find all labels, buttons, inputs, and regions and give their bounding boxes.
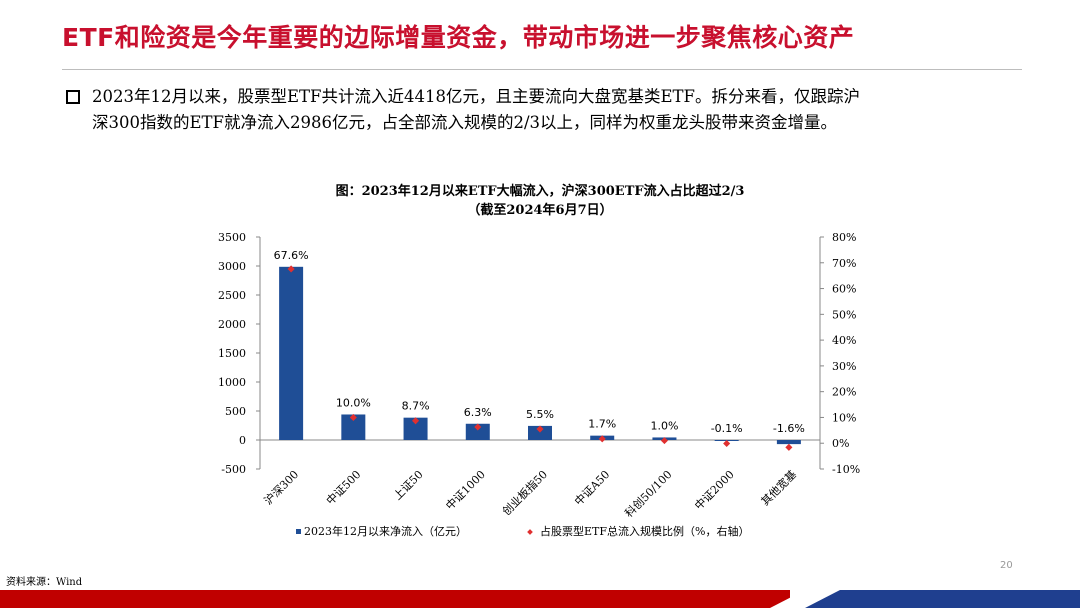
share-label-4: 6.3% (464, 406, 492, 419)
footer-blue-band (790, 590, 1080, 608)
share-label-6: 1.7% (588, 418, 616, 431)
share-label-5: 5.5% (526, 408, 554, 421)
left-tick-label: 2000 (218, 318, 246, 331)
footer-red-band (0, 590, 790, 608)
category-label: 科创50/100 (622, 467, 675, 520)
bullet-line-1: 2023年12月以来，股票型ETF共计流入近4418亿元，且主要流向大盘宽基类E… (92, 87, 860, 106)
left-tick-label: -500 (221, 463, 246, 476)
share-label-9: -1.6% (773, 422, 805, 435)
left-tick-label: 500 (225, 405, 246, 418)
bar-1 (279, 266, 304, 440)
left-tick-label: 1000 (218, 376, 246, 389)
left-tick-label: 1500 (218, 347, 246, 360)
share-marker-8 (723, 439, 731, 448)
right-tick-label: 50% (832, 308, 856, 321)
share-label-7: 1.0% (650, 419, 678, 432)
right-tick-label: 20% (832, 386, 856, 399)
legend-marker-swatch (527, 529, 533, 535)
category-label: 中证1000 (443, 468, 488, 513)
category-label: 其他宽基 (758, 467, 799, 508)
share-marker-5 (536, 425, 544, 433)
bullet-box-icon (66, 90, 80, 104)
left-tick-label: 2500 (218, 289, 246, 302)
right-tick-label: 70% (832, 257, 856, 270)
source-note: 资料来源：Wind (6, 577, 83, 588)
right-tick-label: 10% (832, 411, 856, 424)
right-tick-label: 40% (832, 334, 856, 347)
bar-5 (528, 425, 552, 440)
share-label-2: 10.0% (336, 396, 371, 409)
category-label: 中证2000 (692, 468, 737, 513)
legend-marker-label: 占股票型ETF总流入规模比例（%，右轴） (540, 524, 749, 538)
share-marker-7 (660, 437, 668, 445)
footer-white-stripe (770, 590, 840, 608)
left-tick-label: 0 (239, 434, 246, 447)
category-label: 中证A50 (572, 468, 612, 508)
right-tick-label: 30% (832, 360, 856, 373)
category-label: 沪深300 (261, 467, 301, 507)
bar-9 (776, 440, 801, 445)
share-marker-1 (287, 265, 295, 273)
right-tick-label: 80% (832, 231, 856, 244)
chart-title: 图：2023年12月以来ETF大幅流入，沪深300ETF流入占比超过2/3 (335, 184, 745, 199)
chart-subtitle: （截至2024年6月7日） (467, 203, 613, 218)
share-marker-2 (349, 413, 357, 421)
legend-bar-swatch (296, 529, 301, 534)
bar-4 (465, 423, 490, 440)
share-marker-6 (598, 435, 606, 443)
title-divider (62, 69, 1022, 70)
bullet-line-2: 深300指数的ETF就净流入2986亿元，占全部流入规模的2/3以上，同样为权重… (92, 113, 838, 132)
share-label-1: 67.6% (274, 249, 309, 262)
page-title: ETF和险资是今年重要的边际增量资金，带动市场进一步聚焦核心资产 (62, 23, 855, 52)
right-tick-label: -10% (832, 463, 860, 476)
share-marker-9 (785, 443, 793, 451)
category-label: 中证500 (324, 468, 364, 508)
footer-banner (0, 590, 1080, 608)
right-tick-label: 0% (832, 437, 849, 450)
category-label: 创业板指50 (499, 467, 550, 518)
share-marker-3 (412, 417, 420, 425)
legend-bar-label: 2023年12月以来净流入（亿元） (304, 524, 467, 538)
right-tick-label: 60% (832, 283, 856, 296)
left-tick-label: 3500 (218, 231, 246, 244)
category-label: 上证50 (391, 468, 426, 503)
left-tick-label: 3000 (218, 260, 246, 273)
share-label-8: -0.1% (711, 422, 743, 435)
page-number: 20 (1000, 560, 1013, 571)
bar-3 (403, 417, 428, 440)
share-label-3: 8.7% (402, 400, 430, 413)
share-marker-4 (474, 423, 482, 431)
